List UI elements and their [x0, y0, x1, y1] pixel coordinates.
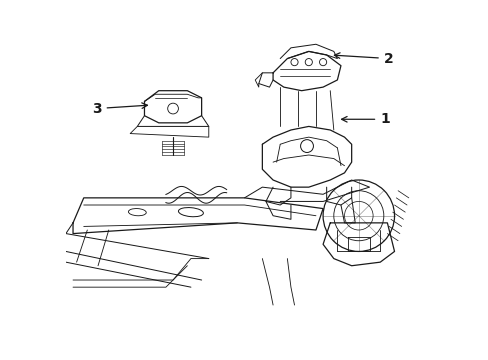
Text: 2: 2 [334, 51, 393, 66]
Text: 1: 1 [341, 112, 389, 126]
Text: 3: 3 [92, 102, 147, 116]
